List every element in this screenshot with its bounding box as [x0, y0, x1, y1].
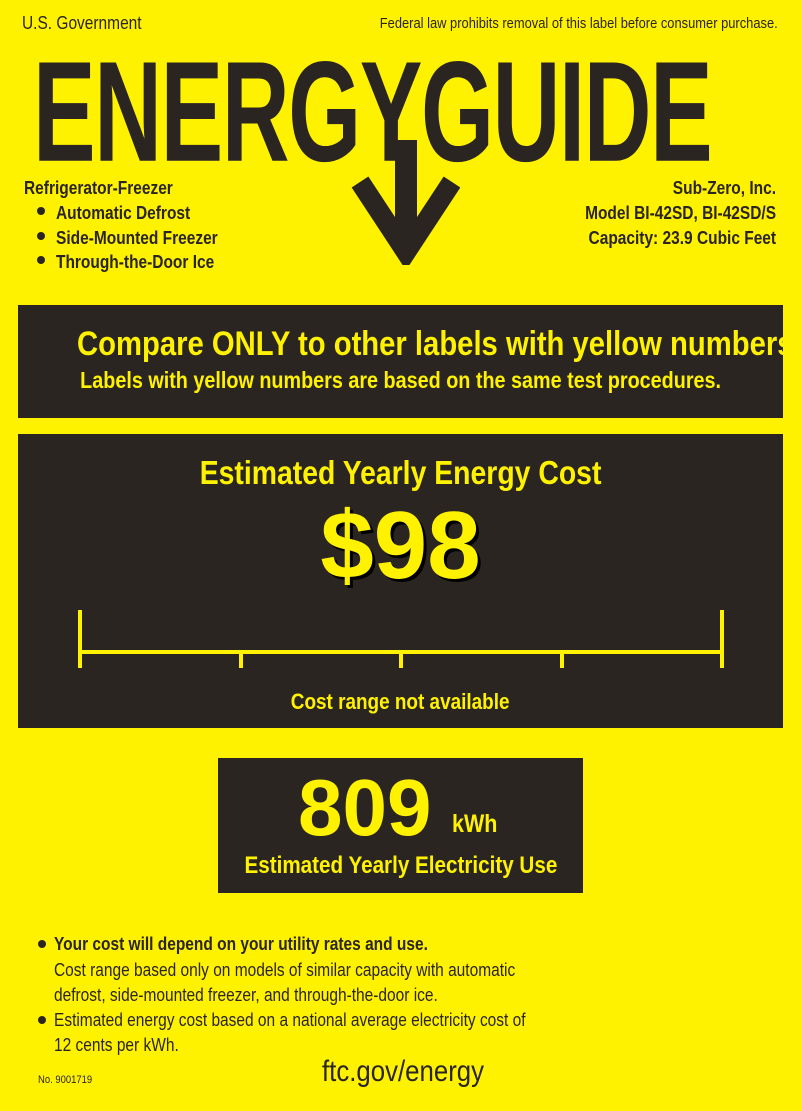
footer-bullet1-line2: Cost range based only on models of simil… — [54, 960, 590, 981]
feature-text: Through-the-Door Ice — [56, 252, 215, 272]
energy-cost-value: $98 — [18, 498, 783, 594]
compare-line2-text: Labels with yellow numbers are based on … — [80, 367, 721, 393]
manufacturer: Sub-Zero, Inc. — [656, 178, 776, 199]
energy-cost-panel: Estimated Yearly Energy Cost $98 Cost ra… — [18, 434, 783, 728]
feature-item: Automatic Defrost — [56, 203, 212, 224]
bullet-icon — [38, 1016, 46, 1024]
electricity-use-value-text: 809 — [298, 763, 432, 852]
footer-text: 12 cents per kWh. — [54, 1035, 179, 1055]
removal-notice: Federal law prohibits removal of this la… — [315, 15, 778, 32]
electricity-use-panel: 809 kWh Estimated Yearly Electricity Use — [218, 758, 583, 893]
feature-text: Side-Mounted Freezer — [56, 228, 218, 248]
compare-line1: Compare ONLY to other labels with yellow… — [18, 325, 802, 364]
product-type: Refrigerator-Freezer — [24, 178, 197, 199]
ftc-website-link[interactable]: ftc.gov/energy — [322, 1055, 510, 1089]
product-type-text: Refrigerator-Freezer — [24, 178, 173, 198]
footer-text: Estimated energy cost based on a nationa… — [54, 1010, 526, 1030]
compare-line2: Labels with yellow numbers are based on … — [18, 367, 783, 394]
electricity-use-unit-text: kWh — [452, 810, 498, 838]
footer-bullet1: Your cost will depend on your utility ra… — [54, 934, 489, 955]
energyguide-title: ENERGYGUIDE — [33, 31, 713, 192]
compare-line1-text: Compare ONLY to other labels with yellow… — [76, 325, 802, 363]
model: Model BI-42SD, BI-42SD/S — [554, 203, 776, 224]
feature-item: Side-Mounted Freezer — [56, 228, 244, 249]
electricity-use-value: 809 — [298, 768, 431, 848]
footer-bullet2: Estimated energy cost based on a nationa… — [54, 1010, 602, 1031]
footer-bullet1-line3: defrost, side-mounted freezer, and throu… — [54, 985, 500, 1006]
energy-cost-heading-text: Estimated Yearly Energy Cost — [199, 454, 602, 491]
feature-item: Through-the-Door Ice — [56, 252, 240, 273]
energy-cost-heading: Estimated Yearly Energy Cost — [18, 454, 783, 492]
feature-text: Automatic Defrost — [56, 203, 191, 223]
footer-bullet1-text: Your cost will depend on your utility ra… — [54, 934, 428, 954]
energy-cost-value-text: $98 — [320, 492, 481, 599]
bullet-icon — [38, 940, 46, 948]
footer-bullet2-line2: 12 cents per kWh. — [54, 1035, 199, 1056]
bullet-icon — [37, 232, 45, 240]
footer-text: Cost range based only on models of simil… — [54, 960, 516, 980]
ftc-website-text[interactable]: ftc.gov/energy — [322, 1055, 485, 1088]
us-government-text: U.S. Government — [22, 13, 142, 33]
footer-text: defrost, side-mounted freezer, and throu… — [54, 985, 438, 1005]
energyguide-logo: ENERGYGUIDE — [33, 40, 802, 183]
capacity: Capacity: 23.9 Cubic Feet — [558, 228, 776, 249]
electricity-use-label: Estimated Yearly Electricity Use — [218, 852, 583, 880]
electricity-use-label-text: Estimated Yearly Electricity Use — [244, 852, 557, 879]
manufacturer-text: Sub-Zero, Inc. — [672, 178, 776, 198]
removal-notice-text: Federal law prohibits removal of this la… — [380, 15, 778, 32]
cost-range-note-text: Cost range not available — [291, 689, 510, 714]
model-text: Model BI-42SD, BI-42SD/S — [585, 203, 776, 223]
bullet-icon — [37, 256, 45, 264]
us-government-label: U.S. Government — [22, 13, 161, 34]
cost-range-note: Cost range not available — [18, 689, 783, 715]
cost-range-scale — [78, 610, 724, 668]
label-number: No. 9001719 — [38, 1074, 101, 1086]
electricity-use-unit: kWh — [452, 810, 505, 839]
label-number-text: No. 9001719 — [38, 1074, 93, 1086]
capacity-text: Capacity: 23.9 Cubic Feet — [588, 228, 776, 248]
down-arrow-icon — [351, 140, 460, 265]
compare-banner: Compare ONLY to other labels with yellow… — [18, 305, 802, 418]
bullet-icon — [37, 207, 45, 215]
